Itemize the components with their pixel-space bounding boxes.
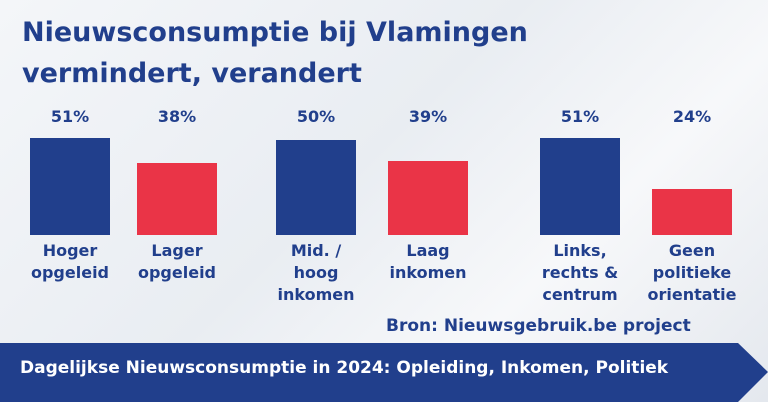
category-label: Mid. / hoog inkomen xyxy=(277,241,355,304)
banner-arrow xyxy=(0,343,768,402)
bar xyxy=(388,160,468,235)
bar xyxy=(652,189,732,235)
bar xyxy=(540,138,620,235)
value-label: 24% xyxy=(672,107,712,126)
chart-title: Nieuwsconsumptie bij Vlamingen verminder… xyxy=(22,17,528,89)
bar xyxy=(30,138,110,235)
category-label: Laag inkomen xyxy=(389,241,467,282)
banner-text: Dagelijkse Nieuwsconsumptie in 2024: Opl… xyxy=(20,358,669,378)
category-label: Links, rechts & centrum xyxy=(541,241,619,304)
category-label: Lager opgeleid xyxy=(137,241,217,282)
value-label: 51% xyxy=(50,107,90,126)
value-label: 39% xyxy=(408,107,448,126)
category-label: Hoger opgeleid xyxy=(30,241,110,282)
value-label: 50% xyxy=(296,107,336,126)
value-label: 51% xyxy=(560,107,600,126)
category-label: Geen politieke orientatie xyxy=(647,241,737,304)
value-label: 38% xyxy=(157,107,197,126)
bar xyxy=(137,162,217,235)
bar xyxy=(276,140,356,235)
source: Bron: Nieuwsgebruik.be project xyxy=(386,316,691,336)
